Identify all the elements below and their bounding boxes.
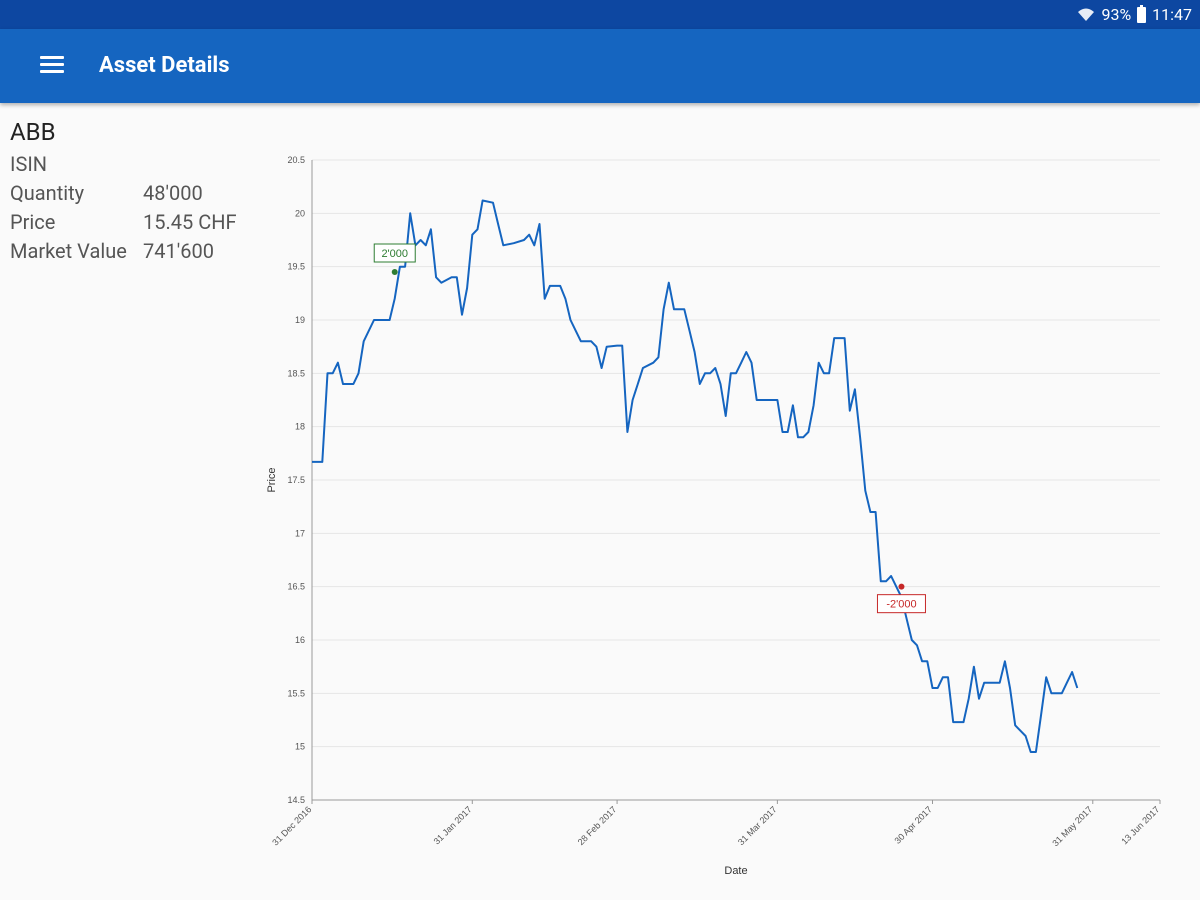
price-line bbox=[312, 199, 1079, 753]
y-tick-label: 20 bbox=[295, 208, 305, 218]
y-axis-label: Price bbox=[266, 467, 278, 492]
x-tick-label: 31 Mar 2017 bbox=[736, 804, 779, 847]
quantity-value: 48'000 bbox=[143, 181, 203, 205]
y-tick-label: 15 bbox=[295, 742, 305, 752]
isin-row: ISIN bbox=[10, 150, 237, 179]
menu-icon[interactable] bbox=[40, 56, 64, 74]
quantity-row: Quantity 48'000 bbox=[10, 179, 237, 208]
y-tick-label: 18.5 bbox=[287, 368, 305, 378]
x-tick-label: 31 Jan 2017 bbox=[432, 804, 474, 846]
price-chart[interactable]: 14.5 15 15.5 16 16.5 17 17.5 18 18.5 19 19.5 20 20.5… bbox=[250, 140, 1180, 885]
wifi-icon bbox=[1078, 8, 1095, 21]
market-value-row: Market Value 741'600 bbox=[10, 237, 237, 266]
y-tick-label: 17.5 bbox=[287, 475, 305, 485]
clock: 11:47 bbox=[1152, 5, 1192, 24]
price-label: Price bbox=[10, 210, 56, 234]
y-tick-label: 16 bbox=[295, 635, 305, 645]
page-title: Asset Details bbox=[99, 53, 230, 78]
market-value-label: Market Value bbox=[10, 239, 127, 263]
battery-percent: 93% bbox=[1101, 5, 1132, 24]
sell-marker bbox=[898, 583, 905, 590]
y-tick-label: 19 bbox=[295, 315, 305, 325]
quantity-label: Quantity bbox=[10, 181, 85, 205]
x-tick-label: 28 Feb 2017 bbox=[576, 804, 619, 847]
asset-name: ABB bbox=[10, 118, 56, 146]
buy-annotation-box bbox=[373, 243, 416, 263]
x-axis-label: Date bbox=[724, 865, 747, 877]
battery-icon bbox=[1137, 4, 1147, 23]
buy-marker bbox=[391, 269, 398, 275]
app-bar: Asset Details bbox=[0, 29, 1200, 103]
buy-annotation-label: 2'000 bbox=[381, 248, 408, 260]
y-tick-label: 20.5 bbox=[287, 155, 305, 165]
isin-label: ISIN bbox=[10, 152, 48, 176]
sell-annotation-label: -2'000 bbox=[886, 599, 916, 611]
y-tick-label: 17 bbox=[295, 528, 305, 538]
x-tick-label: 30 Apr 2017 bbox=[893, 804, 934, 845]
x-tick-label: 13 Jun 2017 bbox=[1119, 804, 1161, 846]
x-tick-label: 31 Dec 2016 bbox=[270, 804, 313, 847]
y-tick-label: 19.5 bbox=[287, 262, 305, 272]
price-value: 15.45 CHF bbox=[143, 210, 237, 234]
asset-details: ABB ISIN Quantity 48'000 Price 15.45 CHF… bbox=[10, 118, 237, 266]
status-bar: 93% 11:47 bbox=[0, 0, 1200, 29]
x-tick-label: 31 May 2017 bbox=[1050, 804, 1094, 848]
sell-annotation-box bbox=[876, 594, 926, 614]
market-value-value: 741'600 bbox=[143, 239, 214, 263]
price-row: Price 15.45 CHF bbox=[10, 208, 237, 237]
y-tick-label: 18 bbox=[295, 422, 305, 432]
y-tick-label: 16.5 bbox=[287, 582, 305, 592]
y-tick-label: 15.5 bbox=[287, 688, 305, 698]
y-tick-label: 14.5 bbox=[287, 795, 305, 805]
